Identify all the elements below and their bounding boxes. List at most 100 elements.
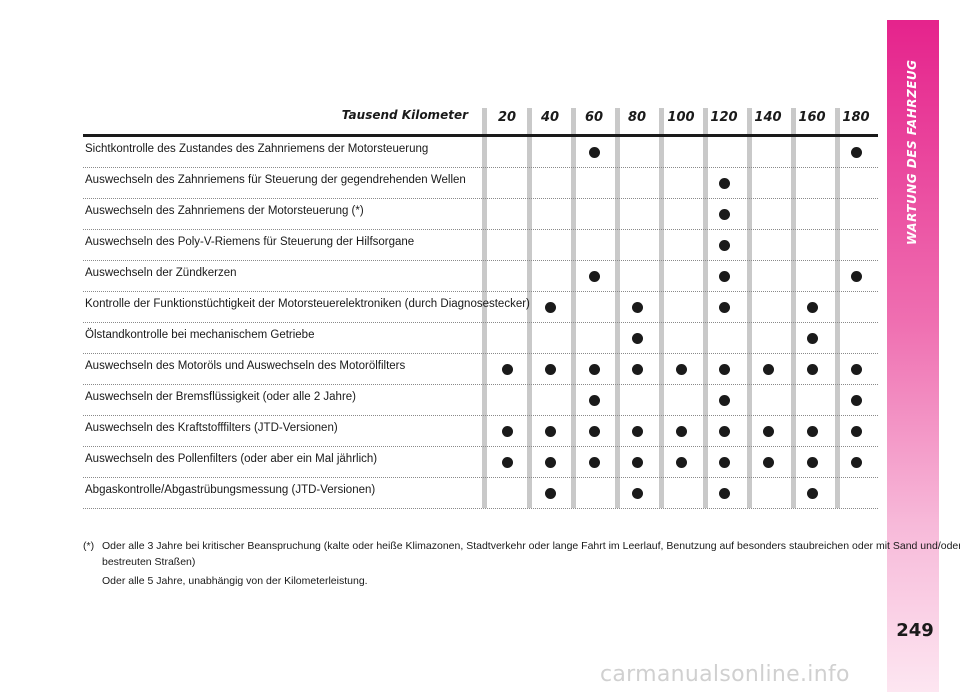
service-mark-dot (850, 271, 862, 282)
km-column-header: 80 (627, 110, 647, 125)
column-divider (482, 108, 487, 508)
table-row: Ölstandkontrolle bei mechanischem Getrie… (83, 323, 878, 354)
footnote-line-3: Oder alle 5 Jahre, unabhängig von der Ki… (102, 575, 368, 587)
table-row: Auswechseln des Poly-V-Riemens für Steue… (83, 230, 878, 261)
column-divider (615, 108, 620, 508)
km-column-header: 180 (842, 110, 870, 125)
row-divider (83, 260, 878, 261)
row-divider (83, 167, 878, 168)
row-divider (83, 291, 878, 292)
row-label: Auswechseln des Poly-V-Riemens für Steue… (85, 236, 415, 248)
row-label: Auswechseln der Zündkerzen (85, 267, 237, 279)
service-mark-dot (850, 147, 862, 158)
service-mark-dot (718, 209, 730, 220)
service-mark-dot (718, 302, 730, 313)
row-label: Abgaskontrolle/Abgastrübungsmessung (JTD… (85, 484, 376, 496)
column-divider (835, 108, 840, 508)
service-mark-dot (806, 364, 818, 375)
service-mark-dot (718, 457, 730, 468)
service-mark-dot (850, 395, 862, 406)
section-title: WARTUNG DES FAHRZEUG (905, 60, 919, 246)
service-mark-dot (588, 271, 600, 282)
service-mark-dot (718, 178, 730, 189)
table-row: Auswechseln des Zahnriemens für Steuerun… (83, 168, 878, 199)
service-mark-dot (675, 364, 687, 375)
service-mark-dot (501, 457, 513, 468)
row-divider (83, 508, 878, 509)
service-mark-dot (544, 426, 556, 437)
service-mark-dot (806, 488, 818, 499)
service-mark-dot (631, 426, 643, 437)
row-divider (83, 384, 878, 385)
service-mark-dot (806, 302, 818, 313)
service-mark-dot (806, 457, 818, 468)
table-row: Auswechseln des Kraftstofffilters (JTD-V… (83, 416, 878, 447)
service-mark-dot (588, 395, 600, 406)
header-rule (83, 134, 878, 137)
table-row: Sichtkontrolle des Zustandes des Zahnrie… (83, 137, 878, 168)
column-divider (659, 108, 664, 508)
km-column-header: 60 (584, 110, 604, 125)
page-number: 249 (896, 620, 934, 641)
km-header-label: Tausend Kilometer (341, 108, 468, 122)
row-divider (83, 322, 878, 323)
service-mark-dot (501, 364, 513, 375)
row-label: Auswechseln der Bremsflüssigkeit (oder a… (85, 391, 357, 403)
service-mark-dot (631, 457, 643, 468)
row-label: Auswechseln des Kraftstofffilters (JTD-V… (85, 422, 338, 434)
service-mark-dot (718, 488, 730, 499)
service-mark-dot (762, 364, 774, 375)
row-label: Auswechseln des Zahnriemens für Steuerun… (85, 174, 466, 186)
km-column-header: 120 (710, 110, 738, 125)
km-column-header: 20 (497, 110, 517, 125)
watermark: carmanualsonline.info (600, 662, 850, 687)
row-divider (83, 477, 878, 478)
row-label: Auswechseln des Zahnriemens der Motorste… (85, 205, 364, 217)
column-divider (703, 108, 708, 508)
service-mark-dot (675, 457, 687, 468)
service-mark-dot (544, 457, 556, 468)
footnote-marker: (*) (83, 540, 95, 552)
table-row: Auswechseln der Zündkerzen (83, 261, 878, 292)
table-row: Auswechseln des Motoröls und Auswechseln… (83, 354, 878, 385)
row-label: Ölstandkontrolle bei mechanischem Getrie… (85, 329, 315, 341)
service-mark-dot (631, 333, 643, 344)
service-mark-dot (718, 240, 730, 251)
service-mark-dot (718, 395, 730, 406)
service-mark-dot (675, 426, 687, 437)
row-label: Auswechseln des Pollenfilters (oder aber… (85, 453, 378, 465)
column-divider (791, 108, 796, 508)
service-mark-dot (806, 426, 818, 437)
footnote-line-1: Oder alle 3 Jahre bei kritischer Beanspr… (102, 540, 960, 552)
service-mark-dot (850, 457, 862, 468)
service-mark-dot (501, 426, 513, 437)
service-mark-dot (718, 426, 730, 437)
service-mark-dot (806, 333, 818, 344)
section-sidebar (887, 20, 939, 692)
service-mark-dot (544, 488, 556, 499)
row-label: Auswechseln des Motoröls und Auswechseln… (85, 360, 406, 372)
column-divider (527, 108, 532, 508)
km-column-header: 160 (798, 110, 826, 125)
service-mark-dot (588, 457, 600, 468)
service-mark-dot (762, 457, 774, 468)
table-row: Auswechseln des Zahnriemens der Motorste… (83, 199, 878, 230)
row-divider (83, 198, 878, 199)
table-row: Abgaskontrolle/Abgastrübungsmessung (JTD… (83, 478, 878, 509)
service-mark-dot (588, 426, 600, 437)
service-mark-dot (718, 364, 730, 375)
service-mark-dot (850, 426, 862, 437)
km-column-header: 100 (667, 110, 695, 125)
row-label: Kontrolle der Funktionstüchtigkeit der M… (85, 298, 530, 310)
km-column-header: 40 (540, 110, 560, 125)
km-column-header: 140 (754, 110, 782, 125)
service-mark-dot (631, 364, 643, 375)
service-mark-dot (588, 147, 600, 158)
service-mark-dot (588, 364, 600, 375)
column-divider (747, 108, 752, 508)
service-mark-dot (631, 302, 643, 313)
row-divider (83, 415, 878, 416)
row-divider (83, 353, 878, 354)
row-divider (83, 446, 878, 447)
column-divider (571, 108, 576, 508)
